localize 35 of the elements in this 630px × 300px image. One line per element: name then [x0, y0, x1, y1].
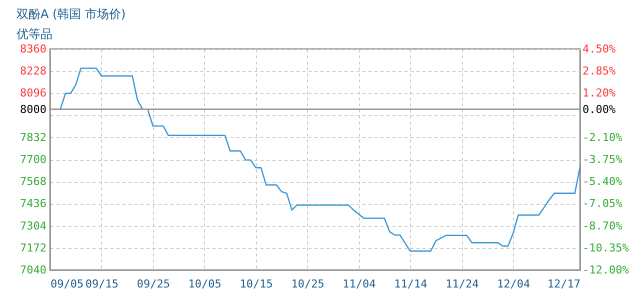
y-tick-label: 7568 — [20, 175, 46, 188]
y-tick-label: 7172 — [20, 241, 46, 254]
x-tick-label: 12/04 — [497, 278, 531, 290]
y-tick-label: 7436 — [20, 197, 46, 210]
y2-tick-label: 2.85% — [582, 64, 616, 78]
y2-tick-label: -7.05% — [582, 197, 623, 210]
x-tick-label: 10/05 — [188, 278, 222, 290]
y-tick-label: 8360 — [20, 42, 46, 56]
x-tick-label: 11/14 — [394, 278, 428, 290]
y-tick-label: 7304 — [20, 219, 47, 232]
y2-tick-label: 0.00% — [582, 102, 616, 116]
x-tick-label: 11/04 — [342, 278, 376, 290]
y-tick-label: 7700 — [20, 153, 46, 166]
y2-tick-label: -12.00% — [582, 264, 630, 276]
y-tick-label: 8000 — [20, 102, 46, 116]
x-tick-label: 10/25 — [291, 278, 324, 290]
x-tick-label: 09/25 — [136, 278, 170, 290]
y2-tick-label: 4.50% — [582, 42, 616, 56]
y2-tick-label: -8.70% — [582, 219, 623, 232]
x-tick-label: 09/05 — [50, 278, 84, 290]
chart-subtitle: 优等品 — [16, 27, 53, 41]
y-tick-label: 8228 — [20, 64, 46, 78]
y2-tick-label: -3.75% — [582, 153, 623, 166]
y2-tick-label: -10.35% — [582, 241, 630, 254]
x-tick-label: 09/15 — [85, 278, 119, 290]
x-tick-label: 12/17 — [547, 278, 580, 290]
y-tick-label: 7040 — [20, 264, 46, 276]
y-tick-label: 7832 — [20, 130, 46, 144]
y2-tick-label: 1.20% — [582, 86, 616, 100]
y2-tick-label: -5.40% — [582, 175, 623, 188]
y-tick-label: 8096 — [20, 86, 46, 100]
x-tick-label: 10/15 — [240, 278, 273, 290]
chart-title: 双酚A (韩国 市场价) — [16, 7, 126, 21]
x-tick-label: 11/24 — [446, 278, 480, 290]
y2-tick-label: -2.10% — [582, 130, 623, 144]
